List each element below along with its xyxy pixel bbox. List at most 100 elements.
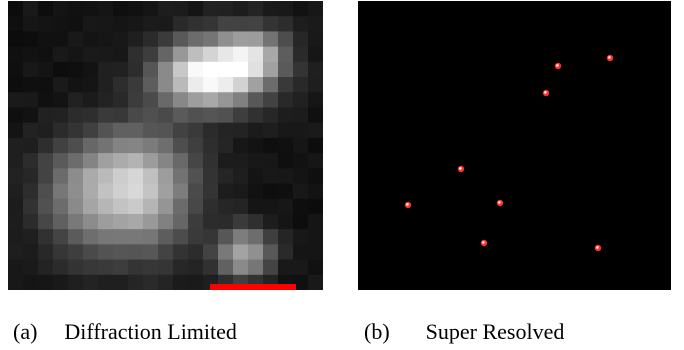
image-pixel (203, 229, 219, 245)
image-pixel (233, 168, 249, 185)
image-pixel (23, 168, 39, 185)
image-pixel (38, 229, 54, 245)
image-pixel (308, 198, 323, 215)
image-pixel (38, 213, 54, 230)
image-pixel (8, 77, 24, 93)
image-pixel (233, 31, 249, 48)
image-pixel (53, 1, 69, 17)
image-pixel (308, 153, 323, 169)
localization-core (406, 203, 409, 206)
image-pixel (68, 92, 84, 109)
image-pixel (23, 259, 39, 276)
image-pixel (128, 77, 144, 93)
image-pixel (113, 1, 129, 17)
image-pixel (68, 61, 84, 78)
image-pixel (83, 244, 99, 261)
image-pixel (278, 31, 294, 48)
image-pixel (248, 107, 264, 124)
image-pixel (128, 46, 144, 63)
image-pixel (23, 92, 39, 109)
image-pixel (158, 259, 174, 276)
image-pixel (98, 213, 114, 230)
image-pixel (218, 244, 234, 261)
image-pixel (68, 259, 84, 276)
image-pixel (143, 274, 159, 290)
image-pixel (203, 77, 219, 93)
image-pixel (143, 244, 159, 261)
image-pixel (293, 274, 309, 290)
image-pixel (218, 198, 234, 215)
image-pixel (98, 61, 114, 78)
caption-a-text: Diffraction Limited (64, 319, 237, 344)
diffraction-limited-image (8, 1, 323, 290)
image-pixel (38, 274, 54, 290)
image-pixel (83, 107, 99, 124)
image-pixel (278, 137, 294, 154)
image-pixel (233, 244, 249, 261)
image-pixel (218, 61, 234, 78)
image-pixel (68, 168, 84, 185)
image-pixel (173, 213, 189, 230)
image-pixel (308, 122, 323, 139)
image-pixel (38, 137, 54, 154)
image-pixel (38, 259, 54, 276)
image-pixel (23, 16, 39, 33)
image-pixel (293, 168, 309, 185)
image-pixel (233, 183, 249, 200)
image-pixel (308, 16, 323, 33)
image-pixel (8, 259, 24, 276)
image-pixel (53, 183, 69, 200)
image-pixel (188, 92, 204, 109)
image-pixel (278, 213, 294, 230)
image-pixel (53, 198, 69, 215)
image-pixel (248, 153, 264, 169)
image-pixel (173, 274, 189, 290)
image-pixel (38, 122, 54, 139)
image-pixel (8, 31, 24, 48)
image-pixel (188, 229, 204, 245)
image-pixel (68, 274, 84, 290)
image-pixel (293, 31, 309, 48)
image-pixel (128, 168, 144, 185)
image-pixel (68, 46, 84, 63)
image-pixel (8, 61, 24, 78)
localization-core (498, 201, 501, 204)
image-pixel (83, 92, 99, 109)
image-pixel (8, 122, 24, 139)
image-pixel (158, 61, 174, 78)
image-pixel (233, 259, 249, 276)
image-pixel (188, 213, 204, 230)
image-pixel (218, 168, 234, 185)
image-pixel (173, 16, 189, 33)
image-pixel (23, 46, 39, 63)
image-pixel (218, 213, 234, 230)
image-pixel (98, 229, 114, 245)
image-pixel (308, 61, 323, 78)
image-pixel (278, 77, 294, 93)
image-pixel (278, 153, 294, 169)
image-pixel (128, 137, 144, 154)
image-pixel (23, 153, 39, 169)
image-pixel (233, 16, 249, 33)
image-pixel (203, 31, 219, 48)
image-pixel (53, 92, 69, 109)
image-pixel (173, 229, 189, 245)
image-pixel (143, 122, 159, 139)
image-pixel (308, 77, 323, 93)
image-pixel (158, 16, 174, 33)
image-pixel (68, 229, 84, 245)
image-pixel (128, 274, 144, 290)
image-pixel (203, 122, 219, 139)
localization-core (556, 64, 559, 67)
scale-bar (210, 284, 296, 290)
caption-a-label: (a) (13, 319, 38, 344)
image-pixel (188, 122, 204, 139)
image-pixel (143, 183, 159, 200)
image-pixel (23, 229, 39, 245)
image-pixel (98, 77, 114, 93)
image-pixel (308, 244, 323, 261)
image-pixel (83, 259, 99, 276)
image-pixel (83, 198, 99, 215)
image-pixel (203, 46, 219, 63)
image-pixel (143, 1, 159, 17)
